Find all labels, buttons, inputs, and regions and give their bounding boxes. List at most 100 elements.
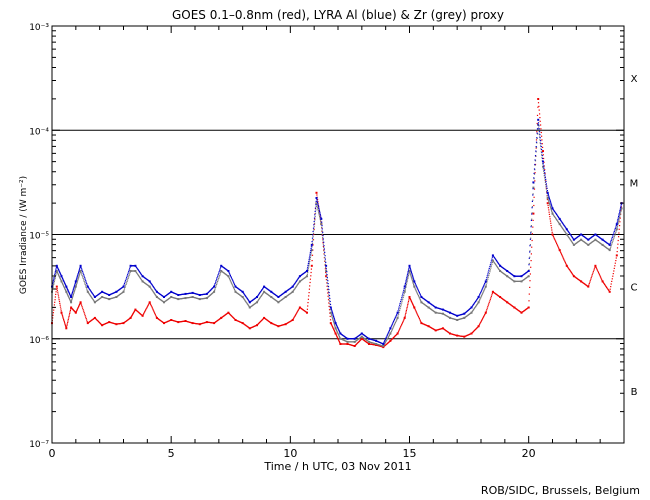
trace-dot [599,275,601,277]
trace-dot [321,221,323,223]
trace-dot [615,230,617,232]
trace-dot [318,210,320,212]
trace-dot [307,262,309,265]
trace-dot [295,313,297,315]
trace-dot [325,268,327,270]
data-point [70,301,73,304]
data-point [615,223,618,226]
trace-dot [539,137,541,139]
trace-dot [246,303,248,305]
trace-dot [401,302,403,304]
trace-dot [66,293,68,295]
trace-dot [327,280,329,282]
trace-dot [53,283,55,285]
trace-dot [553,210,555,212]
trace-dot [54,271,56,273]
data-point [470,306,473,309]
trace-dot [308,288,310,290]
trace-dot [528,293,530,295]
trace-dot [614,227,616,230]
trace-dot [480,320,482,322]
trace-dot [568,268,570,271]
trace-dot [337,332,339,334]
trace-dot [53,277,55,279]
trace-dot [323,253,325,255]
trace-dot [592,271,594,273]
trace-dot [416,287,418,289]
trace-dot [69,311,71,313]
trace-dot [559,224,561,226]
trace-dot [311,241,313,243]
trace-dot [555,241,557,243]
trace-dot [78,271,80,274]
trace-dot [487,306,489,308]
trace-dot [62,317,64,319]
trace-dot [308,295,310,297]
trace-dot [406,282,408,284]
trace-dot [262,288,264,290]
trace-dot [399,302,401,304]
trace-dot [489,300,491,302]
trace-dot [404,314,406,316]
trace-dot [339,336,341,338]
trace-dot [243,292,245,294]
trace-dot [528,300,530,302]
trace-dot [479,298,481,300]
trace-dot [534,169,536,171]
trace-dot [567,266,569,268]
trace-dot [229,273,231,275]
trace-dot [411,302,413,304]
data-point [60,311,63,314]
trace-dot [327,292,329,294]
data-point [477,296,480,298]
trace-dot [541,135,543,137]
trace-dot [338,330,340,332]
trace-dot [532,199,534,201]
trace-dot [84,313,86,315]
series-layer [51,98,623,349]
trace-dot [490,265,492,267]
trace-dot [78,270,80,272]
trace-dot [537,102,540,104]
trace-dot [319,214,321,216]
trace-dot [549,216,551,218]
trace-dot [547,193,549,195]
trace-dot [384,342,386,344]
data-point [527,270,530,272]
trace-dot [326,274,328,276]
data-point [241,290,244,293]
trace-dot [257,295,259,297]
trace-dot [152,291,154,293]
trace-dot [472,303,475,306]
trace-dot [540,145,542,147]
trace-dot [534,160,537,162]
trace-dot [308,261,310,263]
trace-dot [74,283,76,285]
trace-dot [407,274,410,277]
trace-dot [220,271,222,274]
trace-dot [73,292,75,294]
trace-dot [217,274,219,276]
trace-dot [570,271,572,273]
trace-dot [140,278,142,280]
trace-dot [248,300,250,302]
trace-dot [312,244,314,246]
trace-dot [539,113,541,115]
trace-dot [314,212,317,214]
trace-dot [86,289,88,291]
trace-dot [414,281,416,284]
trace-dot [491,261,493,263]
trace-dot [412,304,414,306]
trace-dot [136,267,138,269]
trace-dot [306,273,308,275]
trace-dot [496,266,499,268]
trace-dot [610,286,612,288]
trace-dot [419,320,421,322]
trace-dot [325,273,327,275]
trace-dot [334,324,336,326]
trace-dot [143,312,145,314]
trace-dot [483,285,485,287]
trace-dot [128,274,130,277]
trace-dot [407,277,409,279]
